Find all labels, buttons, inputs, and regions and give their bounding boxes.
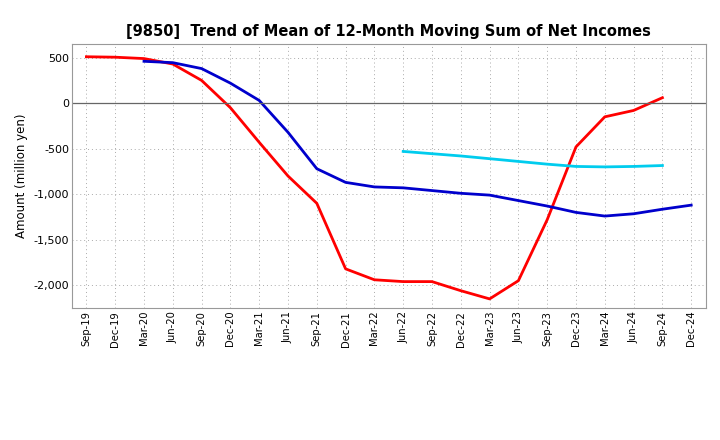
7 Years <box>572 164 580 169</box>
3 Years <box>600 114 609 120</box>
5 Years <box>658 207 667 212</box>
3 Years <box>428 279 436 284</box>
5 Years <box>687 202 696 208</box>
5 Years <box>572 210 580 215</box>
3 Years <box>572 144 580 150</box>
3 Years <box>399 279 408 284</box>
Title: [9850]  Trend of Mean of 12-Month Moving Sum of Net Incomes: [9850] Trend of Mean of 12-Month Moving … <box>127 24 651 39</box>
5 Years <box>168 60 177 65</box>
3 Years <box>456 288 465 293</box>
5 Years <box>428 188 436 193</box>
5 Years <box>255 98 264 103</box>
5 Years <box>543 203 552 209</box>
3 Years <box>82 54 91 59</box>
5 Years <box>284 130 292 135</box>
3 Years <box>658 95 667 100</box>
5 Years <box>370 184 379 190</box>
Y-axis label: Amount (million yen): Amount (million yen) <box>15 114 28 238</box>
7 Years <box>658 163 667 168</box>
3 Years <box>312 201 321 206</box>
5 Years <box>226 81 235 86</box>
Line: 5 Years: 5 Years <box>144 61 691 216</box>
5 Years <box>485 192 494 198</box>
3 Years <box>197 78 206 83</box>
7 Years <box>514 159 523 164</box>
3 Years <box>543 217 552 222</box>
3 Years <box>514 278 523 283</box>
7 Years <box>399 149 408 154</box>
5 Years <box>456 191 465 196</box>
3 Years <box>341 266 350 271</box>
3 Years <box>226 105 235 110</box>
5 Years <box>399 185 408 191</box>
5 Years <box>629 211 638 216</box>
3 Years <box>168 62 177 67</box>
3 Years <box>370 277 379 282</box>
Line: 3 Years: 3 Years <box>86 57 662 299</box>
5 Years <box>312 166 321 171</box>
3 Years <box>485 296 494 301</box>
5 Years <box>514 198 523 203</box>
3 Years <box>111 55 120 60</box>
3 Years <box>140 56 148 61</box>
3 Years <box>255 139 264 145</box>
3 Years <box>629 108 638 113</box>
7 Years <box>600 164 609 169</box>
7 Years <box>456 153 465 158</box>
5 Years <box>341 180 350 185</box>
7 Years <box>428 151 436 156</box>
7 Years <box>629 164 638 169</box>
5 Years <box>197 66 206 71</box>
7 Years <box>485 156 494 161</box>
7 Years <box>543 161 552 167</box>
Line: 7 Years: 7 Years <box>403 151 662 167</box>
3 Years <box>284 173 292 179</box>
5 Years <box>600 213 609 219</box>
5 Years <box>140 59 148 64</box>
